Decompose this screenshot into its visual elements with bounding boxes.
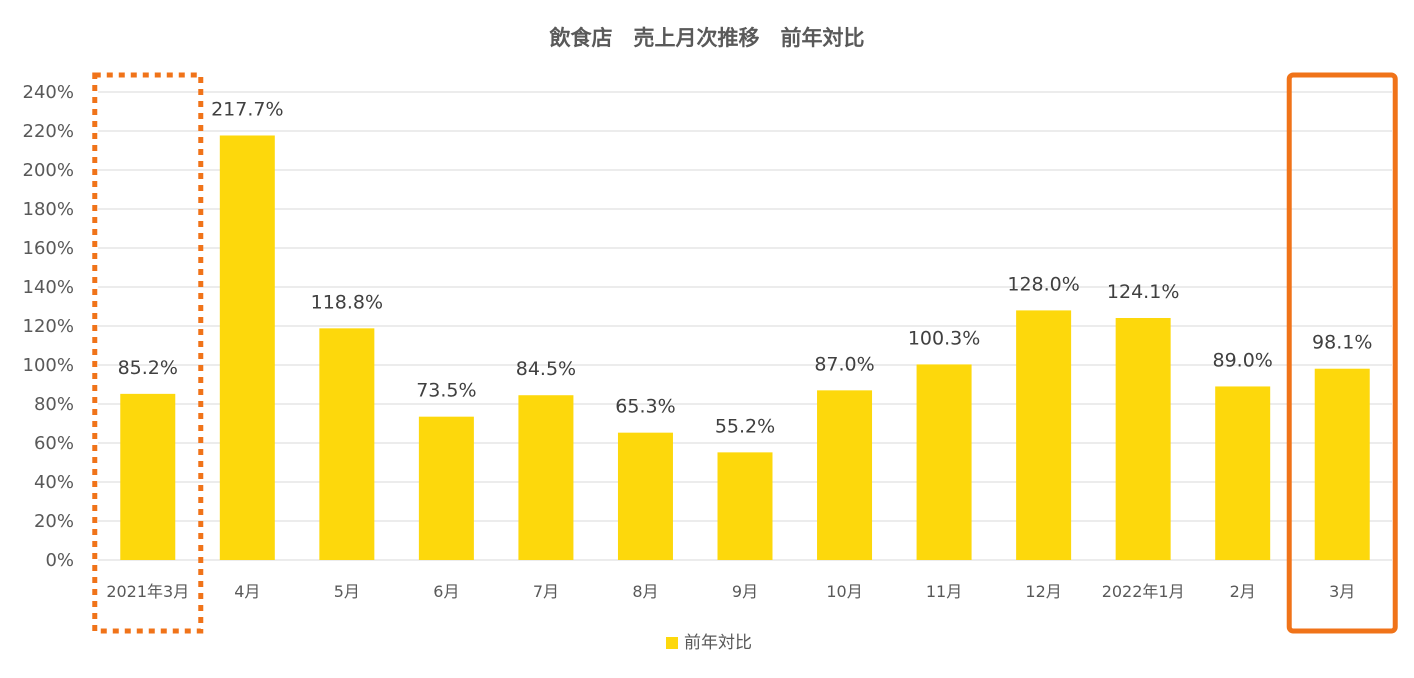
bars	[120, 135, 1370, 561]
data-label: 73.5%	[416, 380, 476, 402]
data-label: 124.1%	[1107, 281, 1179, 303]
category-label: 10月	[826, 582, 862, 601]
data-label: 89.0%	[1213, 349, 1273, 371]
data-label: 118.8%	[311, 291, 383, 313]
bar	[219, 135, 275, 561]
data-label: 100.3%	[908, 327, 980, 349]
bar	[717, 452, 773, 560]
y-tick-label: 240%	[23, 82, 74, 103]
y-tick-label: 180%	[23, 199, 74, 220]
data-label: 98.1%	[1312, 332, 1372, 354]
y-axis-ticks: 0% 20% 40% 60% 80% 100% 120% 140% 160% 180% 200% 22…	[23, 82, 74, 571]
category-label: 9月	[732, 582, 758, 601]
data-label: 65.3%	[615, 396, 675, 418]
data-label: 84.5%	[516, 358, 576, 380]
bar	[617, 432, 673, 560]
bar	[1115, 318, 1171, 560]
bar	[319, 328, 375, 560]
category-label: 2021年3月	[106, 582, 189, 601]
data-label: 128.0%	[1007, 273, 1079, 295]
bar	[120, 393, 176, 560]
y-tick-label: 140%	[23, 277, 74, 298]
bar	[1215, 386, 1271, 560]
category-label: 2022年1月	[1102, 582, 1185, 601]
y-tick-label: 40%	[34, 472, 74, 493]
category-label: 4月	[234, 582, 260, 601]
y-tick-label: 60%	[34, 433, 74, 454]
category-label: 11月	[926, 582, 962, 601]
bar	[1314, 368, 1370, 560]
y-tick-label: 160%	[23, 238, 74, 259]
y-tick-label: 200%	[23, 160, 74, 181]
category-label: 6月	[433, 582, 459, 601]
data-label: 55.2%	[715, 415, 775, 437]
highlight-box-dotted	[92, 72, 204, 634]
category-label: 5月	[334, 582, 360, 601]
bar	[916, 364, 972, 560]
y-tick-label: 0%	[45, 550, 74, 571]
y-tick-label: 220%	[23, 121, 74, 142]
legend: 前年対比	[666, 633, 752, 653]
y-tick-label: 100%	[23, 355, 74, 376]
category-label: 8月	[632, 582, 658, 601]
data-label: 217.7%	[211, 98, 283, 120]
category-label: 3月	[1329, 582, 1355, 601]
highlight-boxes	[92, 72, 1398, 634]
data-label: 87.0%	[814, 353, 874, 375]
chart-title: 飲食店 売上月次推移 前年対比	[549, 26, 865, 50]
legend-swatch	[666, 637, 678, 649]
highlight-box-solid	[1286, 72, 1398, 634]
y-tick-label: 120%	[23, 316, 74, 337]
bar	[817, 390, 873, 560]
bar	[1016, 310, 1072, 560]
category-label: 2月	[1230, 582, 1256, 601]
x-axis-categories: 2021年3月 4月 5月 6月 7月 8月 9月 10月 11月 12月 2022年1月 2月 3月	[106, 582, 1355, 601]
category-label: 12月	[1025, 582, 1061, 601]
y-tick-label: 20%	[34, 511, 74, 532]
legend-label: 前年対比	[684, 633, 752, 653]
category-label: 7月	[533, 582, 559, 601]
bar	[518, 395, 574, 560]
data-label: 85.2%	[118, 357, 178, 379]
data-labels: 85.2% 217.7% 118.8% 73.5% 84.5% 65.3% 55.2% 87.…	[118, 98, 1373, 437]
y-tick-label: 80%	[34, 394, 74, 415]
bar	[418, 416, 474, 560]
